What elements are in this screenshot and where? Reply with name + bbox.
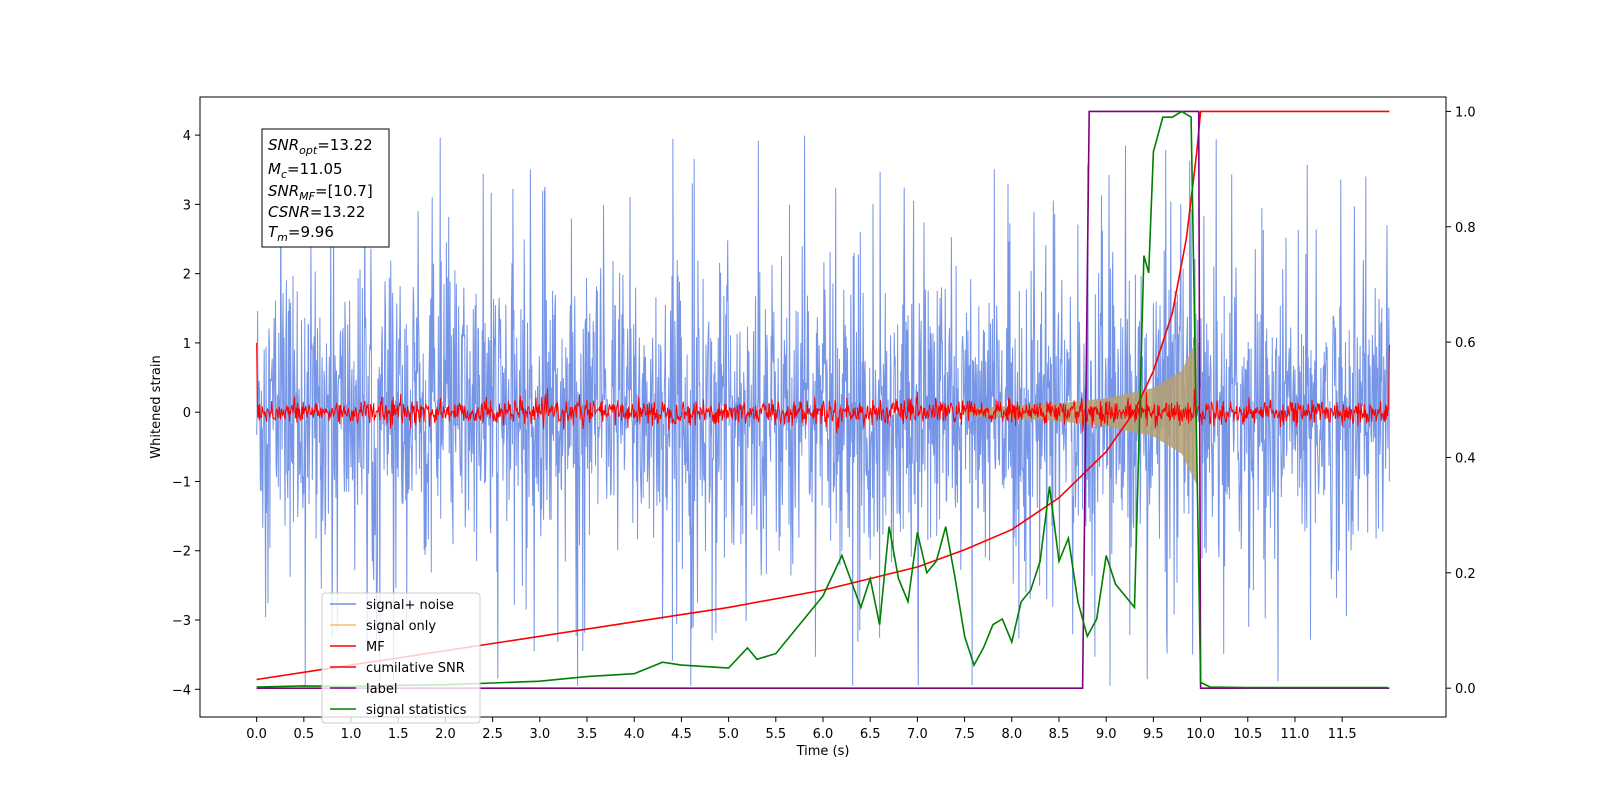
annotation-mc-value: =11.05 [287,160,343,178]
x-tick-label: 9.0 [1096,727,1117,742]
x-tick-label: 8.5 [1049,727,1070,742]
annotation-mc-symbol: M [268,160,281,178]
x-tick-label: 6.0 [813,727,834,742]
x-tick-label: 4.0 [624,727,645,742]
legend-label: signal statistics [366,703,467,718]
x-tick-label: 11.0 [1280,727,1309,742]
y-left-tick-label: −1 [172,475,191,490]
x-tick-label: 0.0 [246,727,267,742]
x-tick-label: 5.5 [765,727,786,742]
y-right-tick-label: 0.8 [1455,221,1476,236]
annotation-snr-opt-value: =13.22 [317,136,373,154]
annotation-snr-opt: SNRopt=13.22 [268,136,373,157]
y-axis-label: Whitened strain [149,355,164,458]
x-tick-label: 0.5 [293,727,314,742]
x-axis-label: Time (s) [796,744,850,759]
x-tick-label: 4.5 [671,727,692,742]
x-tick-label: 10.0 [1186,727,1215,742]
x-tick-label: 2.0 [435,727,456,742]
y-right-tick-label: 0.4 [1455,451,1476,466]
y-left-tick-label: 4 [183,129,191,144]
annotation-tm-symbol: T [268,223,279,241]
y-right-tick-label: 0.2 [1455,567,1476,582]
series-mf [256,342,1390,434]
x-tick-label: 6.5 [860,727,881,742]
x-tick-label: 1.0 [341,727,362,742]
x-tick-label: 8.0 [1001,727,1022,742]
x-tick-label: 2.5 [482,727,503,742]
y-left-tick-label: 2 [183,268,191,283]
x-tick-label: 7.0 [907,727,928,742]
x-tick-label: 11.5 [1328,727,1357,742]
legend-label: label [366,682,397,697]
y-left-tick-label: 3 [183,198,191,213]
y-left-tick-label: −4 [172,683,191,698]
x-tick-label: 3.5 [577,727,598,742]
annotation-tm: Tm=9.96 [268,223,334,244]
series-label [256,110,1390,689]
x-tick-label: 3.0 [529,727,550,742]
x-axis-ticks: 0.0 0.5 1.0 1.5 2.0 2.5 3.0 3.5 4.0 4.5 5.0 5.5 6.0 6… [246,717,1357,742]
y-left-tick-label: 1 [183,337,191,352]
annotation-box: SNRopt=13.22 Mc=11.05 SNRMF=[10.7] CSNR=… [261,128,390,248]
annotation-snr-mf: SNRMF=[10.7] [268,182,373,203]
series-signal-statistics [256,110,1388,689]
annotation-csnr-symbol: CSNR [268,203,310,221]
y-left-tick-label: 0 [183,406,191,421]
annotation-tm-subscript: m [277,231,288,244]
annotation-csnr: CSNR=13.22 [268,203,365,221]
y-axis-right-ticks: 0.0 0.2 0.4 0.6 0.8 1.0 [1446,105,1476,697]
annotation-snr-mf-subscript: MF [299,190,315,203]
annotation-snr-opt-symbol: SNR [268,136,299,154]
annotation-snr-mf-value: =[10.7] [315,182,373,200]
legend-label: cumilative SNR [366,661,465,676]
legend-label: signal only [366,619,436,634]
y-left-tick-label: −3 [172,614,191,629]
legend-label: signal+ noise [366,598,454,613]
x-tick-label: 5.0 [718,727,739,742]
series-signal-only [964,339,1197,485]
annotation-snr-opt-subscript: opt [299,144,318,157]
y-right-tick-label: 0.6 [1455,336,1476,351]
annotation-mc: Mc=11.05 [268,160,343,181]
legend-frame [321,592,481,724]
legend: signal+ noise signal only MF cumilative SNR… [321,592,481,724]
series-cumulative-snr [256,110,1390,681]
y-left-tick-label: −2 [172,545,191,560]
y-right-tick-label: 0.0 [1455,682,1476,697]
y-axis-left-ticks: −4 −3 −2 −1 0 1 2 3 4 [172,129,200,698]
x-tick-label: 1.5 [388,727,409,742]
x-tick-label: 9.5 [1143,727,1164,742]
y-right-tick-label: 1.0 [1455,105,1476,120]
annotation-frame [261,128,390,248]
x-tick-label: 7.5 [954,727,975,742]
plot-layer [256,110,1390,689]
x-tick-label: 10.5 [1233,727,1262,742]
annotation-tm-value: =9.96 [288,223,334,241]
annotation-csnr-value: =13.22 [310,203,366,221]
annotation-snr-mf-symbol: SNR [268,182,299,200]
annotation-mc-subscript: c [281,168,287,181]
series-signal-noise [256,135,1390,686]
legend-label: MF [366,640,385,655]
